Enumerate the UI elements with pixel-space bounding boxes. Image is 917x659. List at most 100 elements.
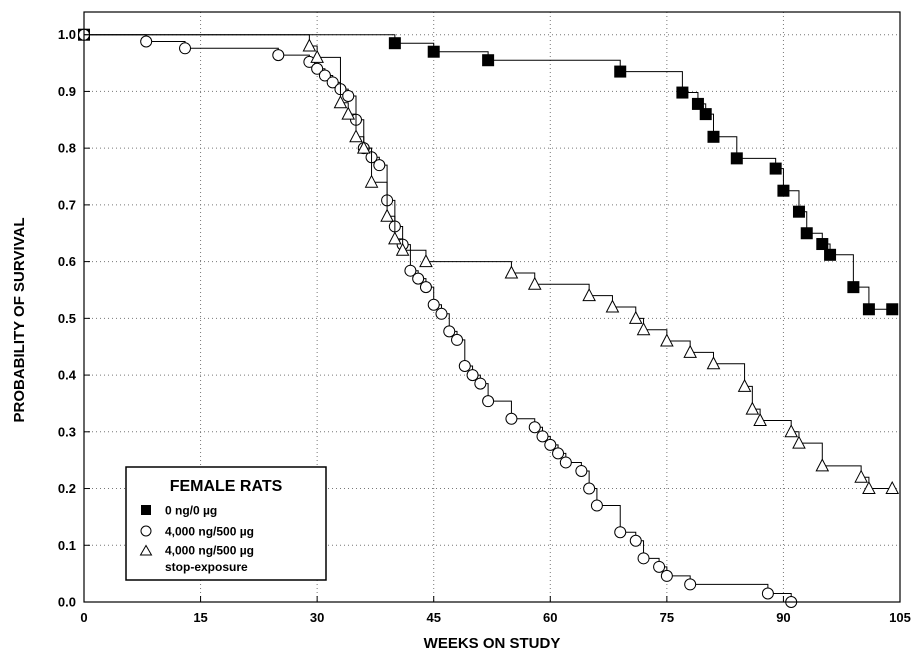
data-point-triangle — [706, 356, 721, 370]
data-point-square — [676, 86, 689, 99]
series-line-2 — [84, 34, 893, 490]
data-point-circle — [559, 456, 572, 469]
data-point-triangle — [737, 378, 752, 392]
y-axis-title: PROBABILITY OF SURVIVAL — [11, 217, 28, 422]
data-point-circle — [637, 552, 650, 565]
data-point-square — [730, 152, 743, 165]
y-tick-label: 0.4 — [58, 368, 77, 383]
data-point-triangle — [388, 231, 402, 245]
legend-marker-circle — [140, 525, 152, 537]
data-point-circle — [653, 560, 666, 573]
data-point-circle — [443, 325, 456, 338]
x-tick-label: 90 — [776, 610, 790, 625]
plot-frame — [83, 11, 901, 603]
y-tick-label: 0.8 — [58, 141, 76, 156]
data-point-triangle — [660, 333, 674, 347]
data-point-triangle — [364, 174, 379, 188]
data-point-circle — [311, 62, 324, 75]
data-point-triangle — [395, 242, 410, 256]
data-point-circle — [342, 89, 355, 102]
x-tick-label: 75 — [660, 610, 674, 625]
data-point-triangle — [310, 49, 324, 63]
data-point-square — [800, 227, 813, 240]
data-point-square — [816, 238, 829, 251]
data-point-circle — [326, 76, 339, 89]
data-point-square — [824, 248, 837, 261]
legend-marker-square — [141, 505, 151, 515]
y-tick-label: 0.3 — [58, 424, 76, 439]
data-point-square — [614, 65, 627, 78]
data-point-circle — [536, 430, 549, 443]
data-point-triangle — [419, 254, 433, 268]
data-point-circle — [684, 578, 697, 591]
data-point-circle — [482, 395, 495, 408]
legend-label-dosed: 4,000 ng/500 µg — [165, 525, 254, 539]
data-point-triangle — [605, 299, 620, 313]
data-point-triangle — [683, 344, 697, 358]
x-tick-label: 60 — [543, 610, 557, 625]
data-point-circle — [761, 587, 774, 600]
y-tick-label: 0.9 — [58, 84, 76, 99]
x-axis-title: WEEKS ON STUDY — [424, 635, 561, 652]
data-point-circle — [140, 35, 153, 48]
data-point-circle — [614, 526, 627, 539]
data-point-circle — [590, 499, 603, 512]
data-point-triangle — [815, 458, 830, 472]
legend-marker-triangle — [139, 544, 153, 556]
data-point-triangle — [745, 401, 760, 415]
data-point-square — [847, 281, 860, 294]
data-point-circle — [505, 412, 518, 425]
data-point-triangle — [582, 288, 596, 302]
data-point-triangle — [356, 140, 371, 154]
data-point-triangle — [784, 424, 799, 438]
y-tick-label: 1.0 — [58, 27, 76, 42]
legend-box — [125, 466, 327, 581]
data-point-circle — [575, 464, 588, 477]
data-point-circle — [583, 482, 596, 495]
y-tick-label: 0.6 — [58, 254, 76, 269]
x-tick-label: 30 — [310, 610, 324, 625]
data-point-circle — [629, 534, 642, 547]
data-point-circle — [458, 360, 471, 372]
data-point-circle — [660, 569, 673, 582]
data-point-circle — [272, 49, 285, 62]
legend-sublabel-stop-exposure: stop-exposure — [165, 560, 248, 574]
data-point-square — [388, 37, 401, 50]
data-point-triangle — [333, 95, 348, 109]
data-point-triangle — [504, 265, 519, 279]
data-point-triangle — [302, 38, 317, 52]
data-point-circle — [544, 438, 557, 451]
data-point-triangle — [753, 412, 767, 426]
data-point-triangle — [341, 106, 356, 120]
y-tick-label: 0.2 — [58, 481, 76, 496]
data-point-circle — [552, 447, 565, 460]
x-tick-label: 105 — [889, 610, 911, 625]
data-point-circle — [419, 281, 432, 294]
y-tick-label: 0.0 — [58, 595, 76, 610]
data-point-square — [707, 130, 720, 143]
x-tick-label: 15 — [193, 610, 207, 625]
x-tick-label: 0 — [80, 610, 87, 625]
data-point-square — [886, 303, 899, 316]
data-point-circle — [373, 159, 386, 172]
data-point-square — [777, 184, 790, 197]
data-point-circle — [466, 369, 479, 382]
data-point-square — [699, 108, 712, 121]
data-point-square — [862, 303, 875, 316]
legend-label-control: 0 ng/0 µg — [165, 504, 217, 518]
data-point-triangle — [527, 276, 542, 290]
data-point-square — [691, 97, 704, 110]
data-point-circle — [451, 333, 464, 346]
data-point-circle — [412, 272, 425, 285]
data-point-triangle — [792, 435, 806, 449]
ticks: 0 15 30 45 60 75 90 105 0.0 0.1 0.2 0.3 0.4 0.5 0.6 0.7… — [58, 27, 911, 625]
data-point-circle — [318, 69, 331, 82]
data-point-circle — [427, 298, 440, 311]
data-point-circle — [179, 42, 192, 55]
data-point-triangle — [349, 129, 363, 143]
data-point-square — [427, 45, 440, 58]
data-point-triangle — [380, 208, 394, 222]
data-point-square — [482, 54, 495, 67]
